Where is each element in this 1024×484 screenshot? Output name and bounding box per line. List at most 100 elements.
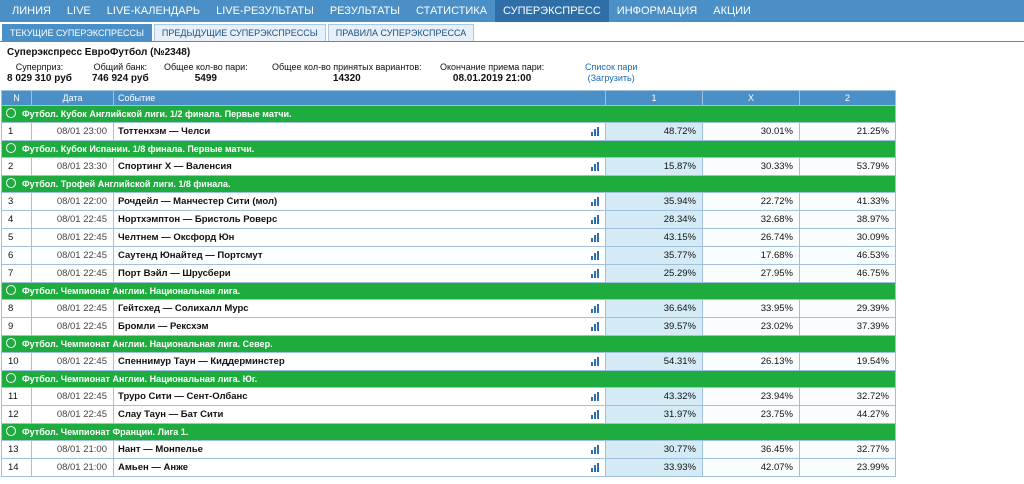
nav-item-3[interactable]: LIVE-РЕЗУЛЬТАТЫ	[216, 5, 314, 17]
row-event: Бромли — Рексхэм	[113, 317, 606, 336]
row-event: Нант — Монпелье	[113, 440, 606, 459]
event-name: Спеннимур Таун — Киддерминстер	[118, 356, 285, 367]
bet-list-download[interactable]: (Загрузить)	[587, 73, 635, 83]
subtab-0[interactable]: ТЕКУЩИЕ СУПЕРЭКСПРЕССЫ	[2, 24, 152, 41]
row-number: 11	[1, 387, 32, 406]
table-row: 9 08/01 22:45 Бромли — Рексхэм 39.57% 23.02%…	[1, 317, 896, 336]
subtabs: ТЕКУЩИЕ СУПЕРЭКСПРЕССЫ ПРЕДЫДУЩИЕ СУПЕРЭК…	[0, 24, 1024, 42]
event-name: Нант — Монпелье	[118, 444, 203, 455]
stat-bank-label: Общий банк:	[93, 62, 148, 72]
nav-item-5[interactable]: СТАТИСТИКА	[416, 5, 488, 17]
nav-item-7[interactable]: ИНФОРМАЦИЯ	[616, 5, 698, 17]
event-name: Нортхэмптон — Бристоль Роверс	[118, 214, 278, 225]
percent-draw: 26.13%	[702, 352, 800, 371]
percent-draw: 23.75%	[702, 405, 800, 424]
subtab-2[interactable]: ПРАВИЛА СУПЕРЭКСПРЕССА	[327, 24, 475, 41]
stats-chart-icon[interactable]	[591, 251, 599, 260]
event-name: Гейтсхед — Солихалл Мурс	[118, 303, 249, 314]
table-row: 10 08/01 22:45 Спеннимур Таун — Киддерминс…	[1, 352, 896, 371]
percent-home: 43.32%	[605, 387, 703, 406]
percent-away: 30.09%	[799, 228, 896, 247]
stat-end: Окончание приема пари: 08.01.2019 21:00	[440, 62, 544, 84]
league-row: Футбол. Чемпионат Англии. Национальная л…	[1, 335, 896, 353]
nav-item-0[interactable]: ЛИНИЯ	[12, 5, 51, 17]
league-row: Футбол. Кубок Английской лиги. 1/2 финал…	[1, 105, 896, 123]
stat-variants-label: Общее кол-во принятых вариантов:	[272, 62, 422, 72]
nav-item-6[interactable]: СУПЕРЭКСПРЕСС	[495, 0, 609, 22]
row-number: 10	[1, 352, 32, 371]
stats-chart-icon[interactable]	[591, 445, 599, 454]
league-name: Футбол. Чемпионат Англии. Национальная л…	[22, 373, 258, 384]
row-date: 08/01 23:00	[31, 122, 114, 141]
nav-item-8[interactable]: АКЦИИ	[713, 5, 751, 17]
header-px: X	[702, 90, 800, 106]
league-name: Футбол. Кубок Английской лиги. 1/2 финал…	[22, 108, 292, 119]
league-cell: Футбол. Кубок Английской лиги. 1/2 финал…	[1, 105, 896, 123]
stats-chart-icon[interactable]	[591, 392, 599, 401]
table-row: 14 08/01 21:00 Амьен — Анже 33.93% 42.07% 23.…	[1, 458, 896, 477]
league-ball-icon	[6, 426, 16, 437]
percent-draw: 42.07%	[702, 458, 800, 477]
percent-draw: 33.95%	[702, 299, 800, 318]
stat-bets: Общее кол-во пари: 5499	[164, 62, 248, 84]
league-cell: Футбол. Кубок Испании. 1/8 финала. Первы…	[1, 140, 896, 158]
league-ball-icon	[6, 178, 16, 189]
nav-item-4[interactable]: РЕЗУЛЬТАТЫ	[329, 5, 401, 17]
stats-chart-icon[interactable]	[591, 322, 599, 331]
league-row: Футбол. Чемпионат Англии. Национальная л…	[1, 282, 896, 300]
stats-chart-icon[interactable]	[591, 215, 599, 224]
league-cell: Футбол. Трофей Английской лиги. 1/8 фина…	[1, 175, 896, 193]
header-p2: 2	[799, 90, 896, 106]
stat-bank: Общий банк: 746 924 руб	[92, 62, 149, 84]
stats-chart-icon[interactable]	[591, 304, 599, 313]
event-name: Порт Вэйл — Шрусбери	[118, 268, 231, 279]
percent-home: 43.15%	[605, 228, 703, 247]
stats-chart-icon[interactable]	[591, 127, 599, 136]
stats-chart-icon[interactable]	[591, 197, 599, 206]
table-header-row: N Дата Событие 1 X 2	[1, 90, 896, 106]
nav-item-2[interactable]: LIVE-КАЛЕНДАРЬ	[106, 5, 201, 17]
league-cell: Футбол. Чемпионат Англии. Национальная л…	[1, 282, 896, 300]
row-number: 6	[1, 246, 32, 265]
stat-superprize-label: Суперприз:	[15, 62, 64, 72]
percent-draw: 23.02%	[702, 317, 800, 336]
row-event: Челтнем — Оксфорд Юн	[113, 228, 606, 247]
row-event: Тоттенхэм — Челси	[113, 122, 606, 141]
percent-home: 39.57%	[605, 317, 703, 336]
percent-away: 29.39%	[799, 299, 896, 318]
bet-list-label[interactable]: Список пари	[585, 62, 638, 72]
stats-chart-icon[interactable]	[591, 463, 599, 472]
league-name: Футбол. Чемпионат Англии. Национальная л…	[22, 285, 241, 296]
stats-chart-icon[interactable]	[591, 162, 599, 171]
event-name: Саутенд Юнайтед — Портсмут	[118, 250, 263, 261]
table-row: 12 08/01 22:45 Слау Таун — Бат Сити 31.97% 2…	[1, 405, 896, 424]
event-name: Тоттенхэм — Челси	[118, 126, 211, 137]
subtab-1[interactable]: ПРЕДЫДУЩИЕ СУПЕРЭКСПРЕССЫ	[153, 24, 326, 41]
percent-away: 46.75%	[799, 264, 896, 283]
row-date: 08/01 21:00	[31, 440, 114, 459]
league-name: Футбол. Кубок Испании. 1/8 финала. Первы…	[22, 143, 255, 154]
stats-chart-icon[interactable]	[591, 233, 599, 242]
row-date: 08/01 21:00	[31, 458, 114, 477]
percent-home: 31.97%	[605, 405, 703, 424]
row-date: 08/01 22:45	[31, 210, 114, 229]
event-name: Челтнем — Оксфорд Юн	[118, 232, 235, 243]
row-number: 9	[1, 317, 32, 336]
stats-chart-icon[interactable]	[591, 269, 599, 278]
percent-draw: 32.68%	[702, 210, 800, 229]
table-row: 5 08/01 22:45 Челтнем — Оксфорд Юн 43.15% 26…	[1, 228, 896, 247]
bet-list-link[interactable]: Список пари (Загрузить)	[585, 62, 637, 84]
row-event: Нортхэмптон — Бристоль Роверс	[113, 210, 606, 229]
nav-item-1[interactable]: LIVE	[66, 5, 91, 17]
row-event: Слау Таун — Бат Сити	[113, 405, 606, 424]
league-ball-icon	[6, 373, 16, 384]
percent-away: 38.97%	[799, 210, 896, 229]
row-number: 12	[1, 405, 32, 424]
percent-away: 19.54%	[799, 352, 896, 371]
row-event: Рочдейл — Манчестер Сити (мол)	[113, 192, 606, 211]
table-row: 7 08/01 22:45 Порт Вэйл — Шрусбери 25.29% 27…	[1, 264, 896, 283]
stat-bets-value: 5499	[194, 73, 217, 84]
stat-superprize: Суперприз: 8 029 310 руб	[7, 62, 72, 84]
stats-chart-icon[interactable]	[591, 410, 599, 419]
stats-chart-icon[interactable]	[591, 357, 599, 366]
